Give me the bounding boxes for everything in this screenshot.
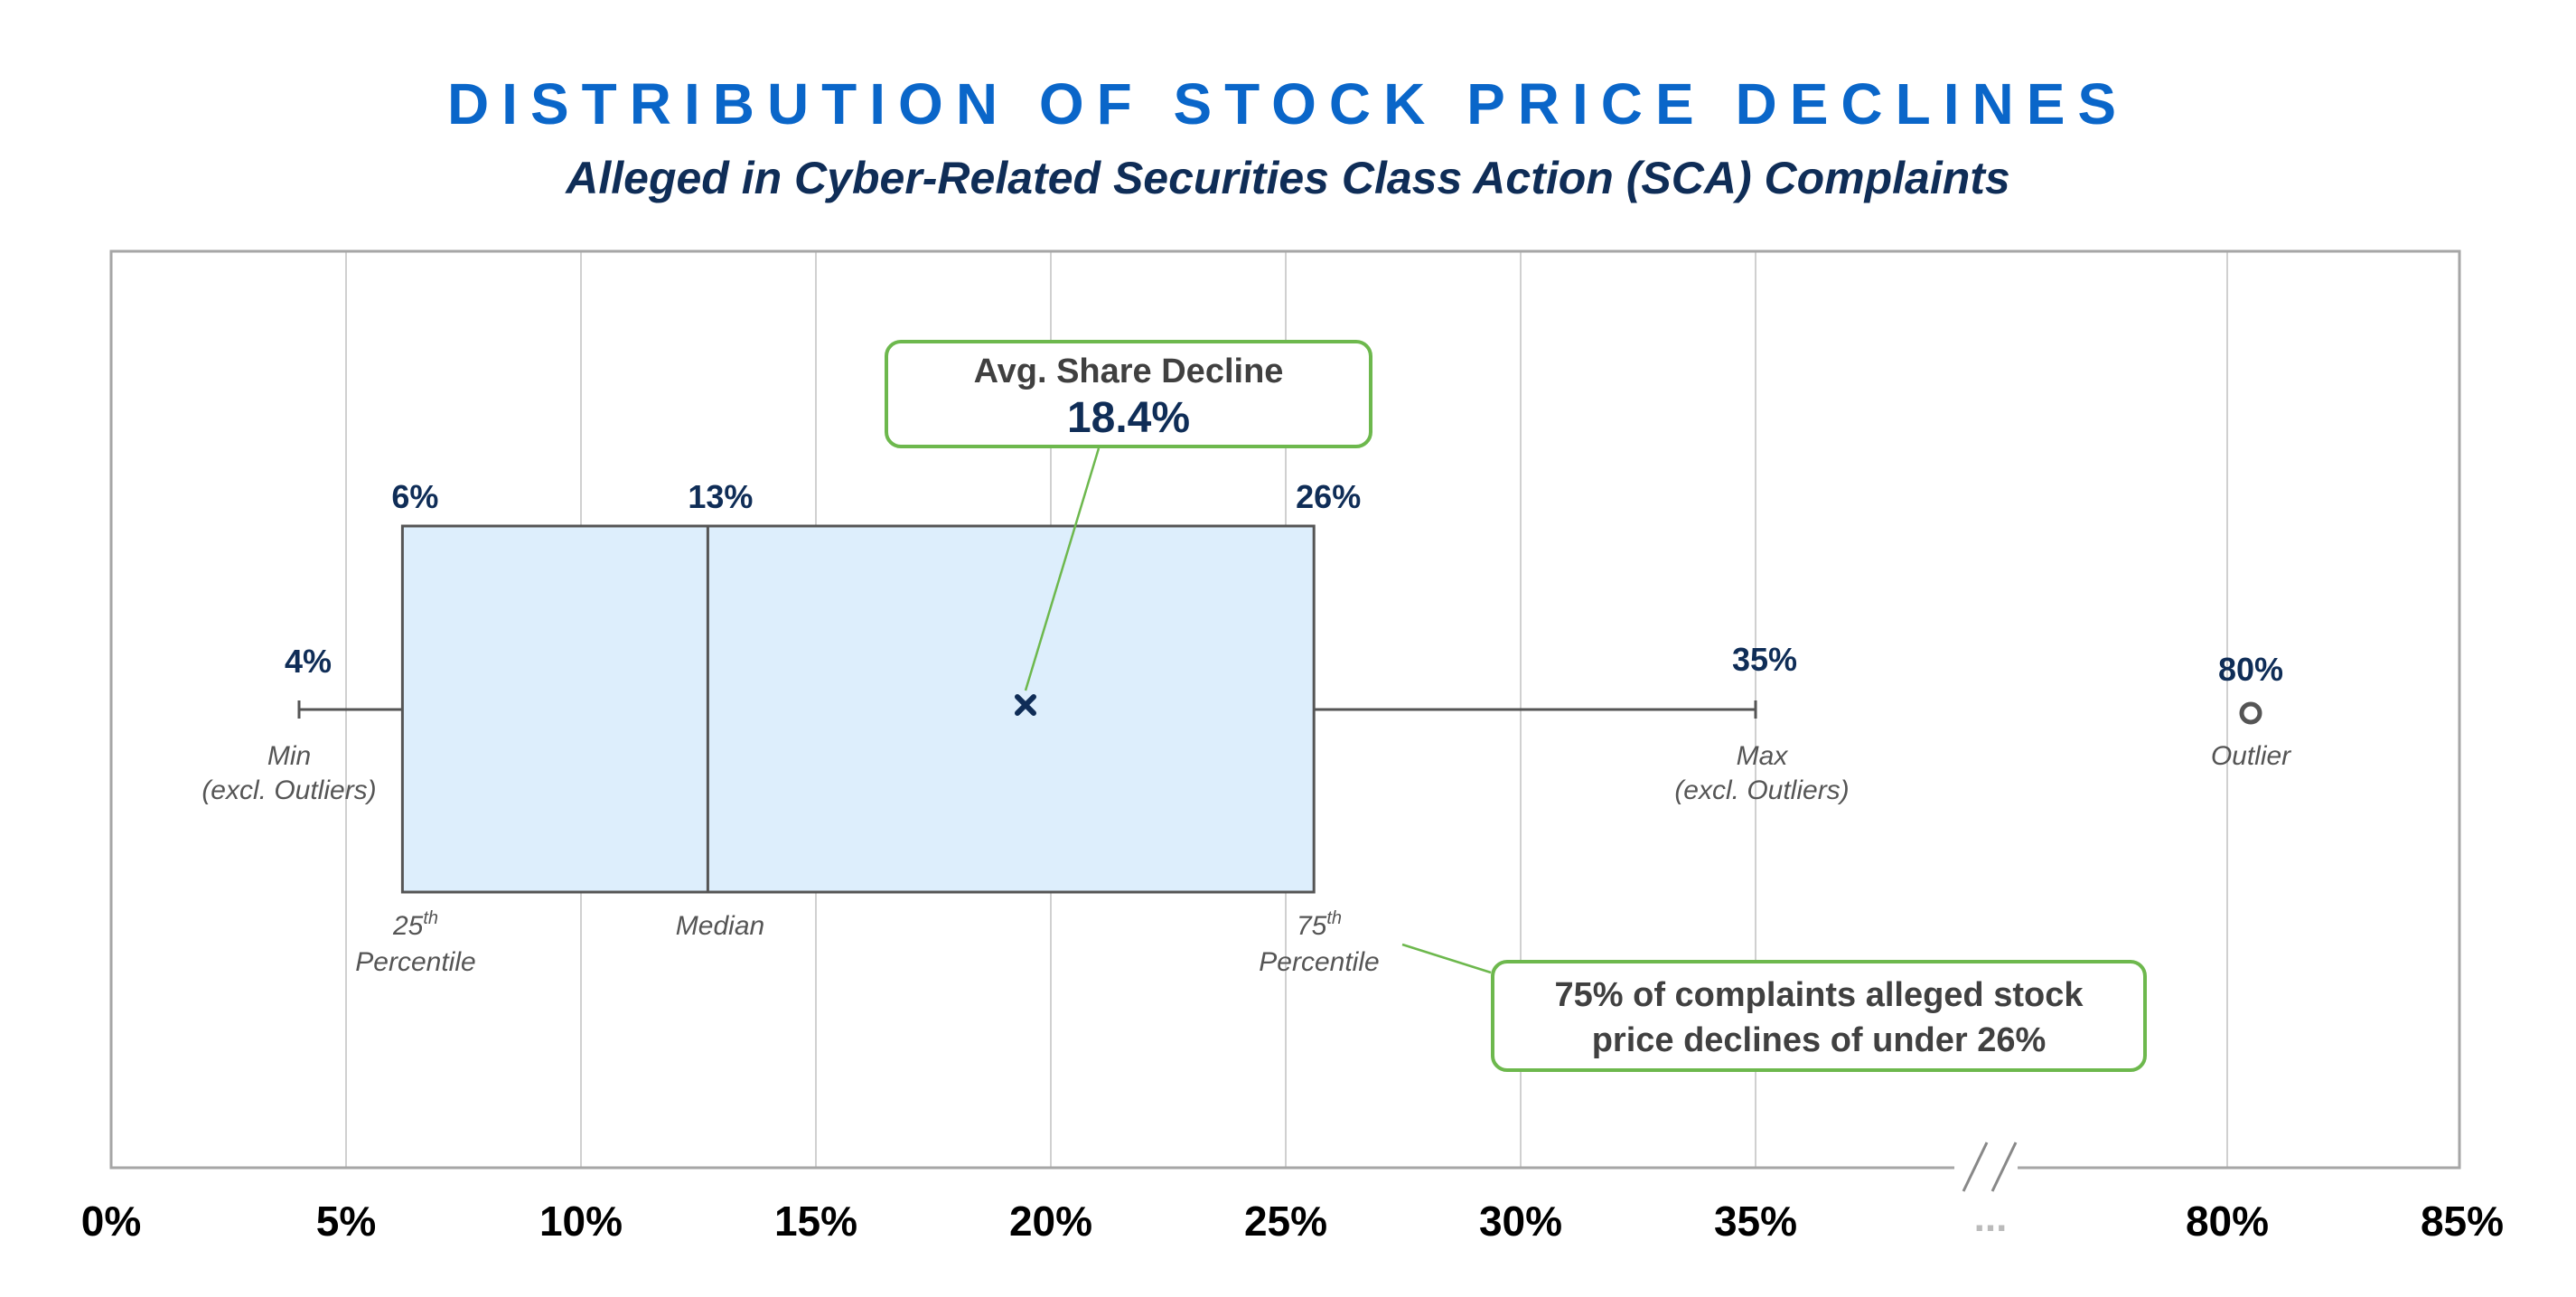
- x-tick-label-80: 80%: [2186, 1198, 2269, 1245]
- x-axis-break-ellipsis: ...: [1974, 1196, 2008, 1240]
- note-callout-leader: [1401, 943, 1492, 974]
- x-tick-label-25: 25%: [1244, 1198, 1327, 1245]
- max-value-label: 35%: [1732, 641, 1797, 678]
- percentile-note-line2: price declines of under 26%: [1591, 1021, 2047, 1059]
- min-caption-line2: (excl. Outliers): [201, 775, 376, 805]
- outlier-caption-0: Outlier: [2211, 741, 2291, 771]
- x-tick-label-15: 15%: [774, 1198, 857, 1245]
- average-callout-leader: [1024, 447, 1101, 691]
- x-tick-label-10: 10%: [539, 1198, 623, 1245]
- axis-break-gap: [1954, 1161, 2018, 1175]
- min-value-label: 4%: [285, 643, 332, 680]
- x-tick-label-0: 0%: [81, 1198, 141, 1245]
- average-decline-value: 18.4%: [1066, 394, 1191, 442]
- max-caption-line2: (excl. Outliers): [1674, 775, 1849, 805]
- median-caption: Median: [676, 911, 764, 941]
- percentile-note-line1: 75% of complaints alleged stock: [1554, 976, 2084, 1014]
- average-decline-callout: Avg. Share Decline 18.4%: [885, 340, 1372, 448]
- plot-frame: [109, 249, 2461, 1170]
- q3-value-label: 26%: [1296, 478, 1361, 515]
- outlier-value-label-0: 80%: [2218, 651, 2283, 688]
- x-tick-label-35: 35%: [1714, 1198, 1797, 1245]
- x-tick-label-20: 20%: [1009, 1198, 1092, 1245]
- axis-break-mark-right: [1991, 1142, 2018, 1192]
- q3-caption-line2: Percentile: [1259, 947, 1379, 977]
- chart-subtitle: Alleged in Cyber-Related Securities Clas…: [566, 153, 2010, 203]
- interquartile-box: [400, 524, 1316, 894]
- q3-caption-superscript: th: [1326, 908, 1342, 928]
- q3-caption-line1: 75th: [1297, 908, 1342, 941]
- percentile-note-callout: 75% of complaints alleged stock price de…: [1491, 960, 2147, 1072]
- q1-value-label: 6%: [391, 478, 438, 515]
- axis-break-mark-left: [1962, 1142, 1989, 1192]
- x-tick-label-85: 85%: [2421, 1198, 2504, 1245]
- x-tick-label-5: 5%: [316, 1198, 376, 1245]
- chart-title: DISTRIBUTION OF STOCK PRICE DECLINES: [446, 71, 2130, 136]
- q1-caption-base: 25: [392, 911, 424, 941]
- q1-caption-line1: 25th: [392, 908, 438, 941]
- q3-caption-base: 75: [1297, 911, 1327, 941]
- q1-caption-line2: Percentile: [355, 947, 475, 977]
- average-decline-label: Avg. Share Decline: [973, 352, 1284, 390]
- mean-marker: [1015, 694, 1036, 716]
- outlier-point-0: [2239, 701, 2262, 725]
- x-tick-label-30: 30%: [1479, 1198, 1562, 1245]
- median-value-label: 13%: [688, 478, 753, 515]
- q1-caption-superscript: th: [423, 908, 438, 928]
- min-caption-line1: Min: [267, 741, 311, 771]
- max-caption-line1: Max: [1737, 741, 1789, 771]
